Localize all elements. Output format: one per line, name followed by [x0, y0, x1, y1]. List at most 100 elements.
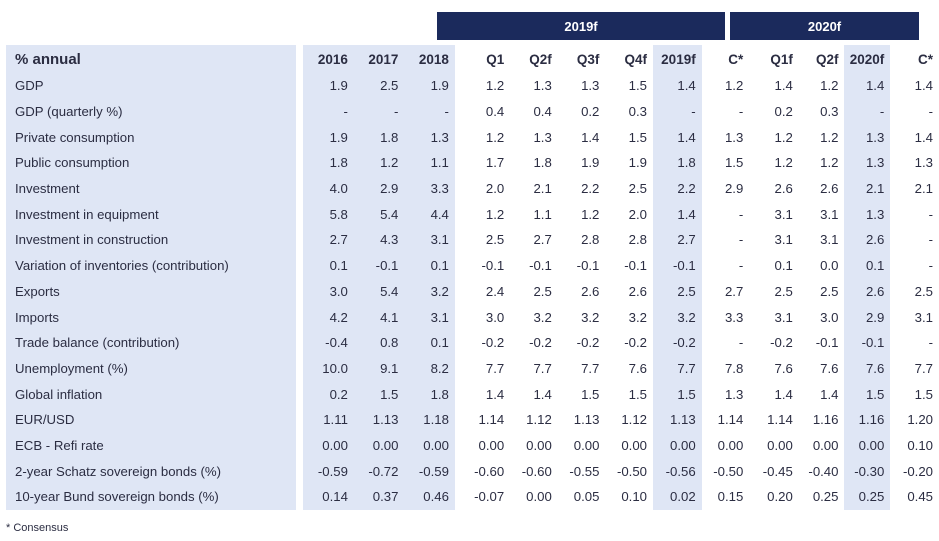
table-cell: 3.2: [533, 309, 552, 325]
table-cell: 1.11: [303, 406, 354, 433]
table-cell: 1.2: [485, 129, 505, 145]
table-cell: 4.2: [303, 304, 354, 330]
table-row: Private consumption 1.9 1.8 1.3 1.2 1.3 1.4 1.5…: [6, 124, 939, 151]
table-cell: 1.2: [581, 206, 600, 222]
col-header-2019-q3: Q3f: [576, 51, 600, 67]
table-cell: 10.0: [303, 355, 354, 382]
table-cell: 1.2: [353, 150, 405, 176]
table-cell: 1.13: [573, 412, 600, 428]
table-row: GDP 1.9 2.5 1.9 1.2 1.3 1.3 1.5 1.4 1.2 1.4 1.2 1.4 1…: [6, 73, 939, 99]
table-cell: 1.2: [485, 78, 505, 94]
table-cell: 1.9: [303, 124, 354, 151]
table-cell: 1.3: [844, 124, 891, 151]
table-cell: 1.4: [844, 73, 891, 99]
table-cell: 1.2: [820, 78, 839, 94]
table-cell: 1.14: [478, 412, 505, 428]
table-cell: -0.1: [653, 252, 702, 279]
table-cell: 4.1: [353, 304, 405, 330]
table-cell: 1.4: [774, 78, 793, 94]
table-cell: -0.59: [404, 458, 455, 484]
table-cell: 1.5: [724, 155, 744, 171]
table-cell: 1.3: [724, 386, 744, 402]
col-header-2020-consensus: C*: [917, 51, 933, 67]
table-cell: -0.1: [576, 258, 600, 274]
table-cell: 0.00: [478, 437, 505, 453]
table-row: 2-year Schatz sovereign bonds (%) -0.59 -0…: [6, 458, 939, 484]
table-cell: 1.16: [844, 406, 891, 433]
table-cell: 0.3: [628, 104, 647, 120]
table-cell: 1.5: [628, 129, 647, 145]
table-row: 10-year Bund sovereign bonds (%) 0.14 0.37…: [6, 484, 939, 510]
row-label: Investment in equipment: [6, 201, 296, 228]
table-cell: 0.2: [774, 104, 793, 120]
table-cell: 1.1: [533, 206, 552, 222]
table-cell: 2.5: [820, 283, 839, 299]
table-cell: -: [928, 104, 933, 120]
table-cell: 1.3: [844, 150, 891, 176]
table-cell: 0.1: [404, 252, 455, 279]
table-cell: 0.00: [303, 432, 354, 459]
table-cell: 1.14: [717, 412, 744, 428]
table-cell: 7.7: [914, 360, 933, 376]
table-cell: 2.2: [653, 175, 702, 202]
table-row: Unemployment (%) 10.0 9.1 8.2 7.7 7.7 7.7 7.6 7.…: [6, 355, 939, 382]
col-header-2019-q1: Q1: [486, 51, 505, 67]
col-header-2018: 2018: [404, 45, 455, 73]
table-cell: 1.3: [914, 155, 933, 171]
table-cell: -0.1: [815, 335, 839, 351]
row-label: 2-year Schatz sovereign bonds (%): [6, 458, 296, 484]
forecast-table: % annual 2016 2017 2018 Q1 Q2f Q3f Q4f 2…: [6, 45, 939, 510]
table-cell: -0.1: [624, 258, 647, 274]
table-cell: -: [738, 232, 744, 248]
table-cell: -0.72: [353, 458, 405, 484]
table-cell: 7.6: [844, 355, 891, 382]
table-cell: 1.18: [404, 406, 455, 433]
table-cell: -0.2: [481, 335, 505, 351]
table-cell: 1.7: [485, 155, 505, 171]
table-row: Variation of inventories (contribution) 0…: [6, 252, 939, 279]
row-label: GDP: [6, 73, 296, 99]
table-cell: 9.1: [353, 355, 405, 382]
table-cell: -0.56: [653, 458, 702, 484]
table-cell: -0.07: [474, 489, 505, 505]
table-cell: 2.0: [485, 181, 505, 197]
table-cell: 0.1: [844, 252, 891, 279]
table-cell: 0.00: [573, 437, 600, 453]
table-cell: 3.1: [404, 227, 455, 253]
table-cell: -0.55: [569, 463, 600, 479]
table-cell: -0.45: [762, 463, 793, 479]
table-cell: 0.0: [820, 258, 839, 274]
table-cell: 2.9: [724, 181, 744, 197]
table-cell: 2.5: [533, 283, 552, 299]
table-cell: 0.00: [353, 432, 405, 459]
table-cell: 1.4: [653, 73, 702, 99]
col-header-2020-q2: Q2f: [815, 51, 839, 67]
col-header-2017: 2017: [353, 45, 405, 73]
table-cell: 3.1: [914, 309, 933, 325]
row-label: ECB - Refi rate: [6, 432, 296, 459]
table-cell: 2.1: [533, 181, 552, 197]
table-cell: 1.8: [533, 155, 552, 171]
table-cell: 2.7: [724, 283, 744, 299]
table-cell: 5.8: [303, 201, 354, 228]
table-cell: 1.4: [774, 386, 793, 402]
table-cell: 2.6: [774, 181, 793, 197]
table-cell: 1.2: [774, 155, 793, 171]
table-cell: 0.25: [812, 489, 839, 505]
table-cell: 0.05: [573, 489, 600, 505]
table-cell: 1.3: [533, 129, 552, 145]
table-cell: 1.2: [820, 155, 839, 171]
table-cell: 1.4: [485, 386, 505, 402]
table-cell: 7.6: [774, 360, 793, 376]
table-cell: 0.4: [533, 104, 552, 120]
table-cell: 2.5: [653, 278, 702, 305]
table-cell: 2.6: [844, 278, 891, 305]
table-cell: -: [738, 104, 744, 120]
table-cell: -: [404, 98, 455, 125]
table-cell: 0.10: [621, 489, 647, 505]
table-row: Imports 4.2 4.1 3.1 3.0 3.2 3.2 3.2 3.2 3.3 3.1 3.0…: [6, 304, 939, 330]
table-cell: 2.5: [485, 232, 505, 248]
table-cell: 2.6: [581, 283, 600, 299]
table-cell: 3.1: [820, 206, 839, 222]
table-cell: 5.4: [353, 201, 405, 228]
